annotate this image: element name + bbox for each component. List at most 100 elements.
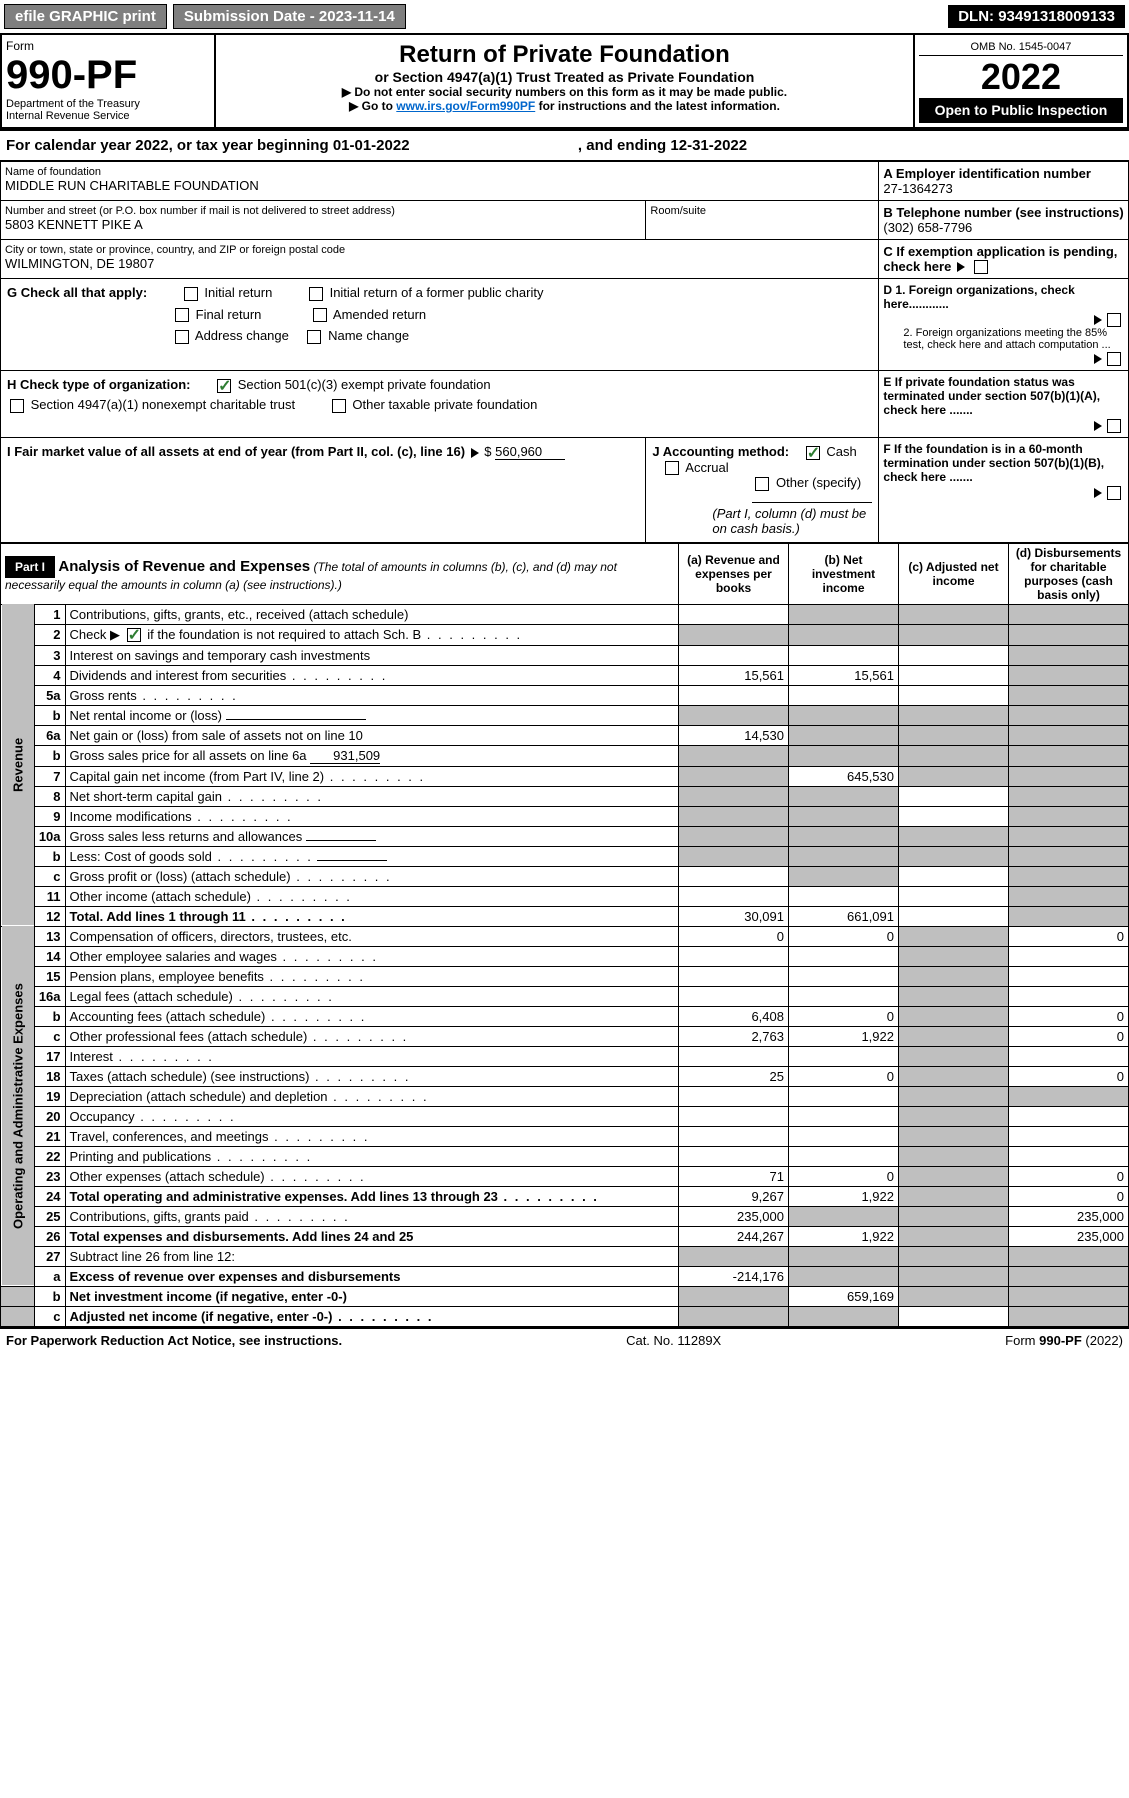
amt-d: 0	[1009, 926, 1129, 946]
row-desc: Less: Cost of goods sold	[65, 846, 678, 866]
amt-a: 15,561	[679, 665, 789, 685]
phone-label: B Telephone number (see instructions)	[883, 205, 1124, 220]
row-num: 3	[34, 645, 65, 665]
row-num: 6a	[34, 725, 65, 745]
d1-checkbox[interactable]	[1107, 313, 1121, 327]
amt-b: 0	[789, 1166, 899, 1186]
col-b-header: (b) Net investment income	[789, 543, 899, 604]
amt-a: 6,408	[679, 1006, 789, 1026]
g-amended: Amended return	[333, 307, 426, 322]
row-desc: Other professional fees (attach schedule…	[65, 1026, 678, 1046]
g-final-checkbox[interactable]	[175, 308, 189, 322]
j-label: J Accounting method:	[652, 444, 789, 459]
row-desc: Total operating and administrative expen…	[65, 1186, 678, 1206]
amt-a: 25	[679, 1066, 789, 1086]
g-addr-checkbox[interactable]	[175, 330, 189, 344]
row-num: b	[34, 1286, 65, 1306]
tax-year: 2022	[919, 56, 1123, 98]
col-d-header: (d) Disbursements for charitable purpose…	[1009, 543, 1129, 604]
amt-a: 14,530	[679, 725, 789, 745]
c-label: C If exemption application is pending, c…	[883, 244, 1117, 274]
g-initial-former: Initial return of a former public charit…	[330, 285, 544, 300]
g-amended-checkbox[interactable]	[313, 308, 327, 322]
amt-b: 645,530	[789, 766, 899, 786]
amt-b: 661,091	[789, 906, 899, 926]
row-num: 21	[34, 1126, 65, 1146]
city-label: City or town, state or province, country…	[5, 244, 874, 256]
row-desc: Check ▶ if the foundation is not require…	[65, 624, 678, 645]
d2-checkbox[interactable]	[1107, 352, 1121, 366]
row-desc: Contributions, gifts, grants paid	[65, 1206, 678, 1226]
row-desc: Contributions, gifts, grants, etc., rece…	[65, 604, 678, 624]
amt-d: 0	[1009, 1186, 1129, 1206]
row-desc: Excess of revenue over expenses and disb…	[65, 1266, 678, 1286]
g-name: Name change	[328, 328, 409, 343]
footer-right: Form 990-PF (2022)	[1005, 1333, 1123, 1348]
g-addr: Address change	[195, 328, 289, 343]
row-num: 17	[34, 1046, 65, 1066]
j-accrual-checkbox[interactable]	[665, 461, 679, 475]
row-desc: Capital gain net income (from Part IV, l…	[65, 766, 678, 786]
row-desc: Compensation of officers, directors, tru…	[65, 926, 678, 946]
row-desc: Income modifications	[65, 806, 678, 826]
row-desc: Other employee salaries and wages	[65, 946, 678, 966]
row-num: 23	[34, 1166, 65, 1186]
row-num: 25	[34, 1206, 65, 1226]
row-desc: Other expenses (attach schedule)	[65, 1166, 678, 1186]
j-cash-checkbox[interactable]	[806, 446, 820, 460]
row-num: 18	[34, 1066, 65, 1086]
row-desc: Gross profit or (loss) (attach schedule)	[65, 866, 678, 886]
h-501c3-checkbox[interactable]	[217, 379, 231, 393]
row-desc: Total expenses and disbursements. Add li…	[65, 1226, 678, 1246]
row-num: 27	[34, 1246, 65, 1266]
row-desc: Gross sales less returns and allowances	[65, 826, 678, 846]
yr-begin: 01-01-2022	[333, 137, 410, 154]
c-checkbox[interactable]	[974, 260, 988, 274]
city-value: WILMINGTON, DE 19807	[5, 256, 874, 271]
row-desc: Net investment income (if negative, ente…	[65, 1286, 678, 1306]
row-num: 1	[34, 604, 65, 624]
row-num: 8	[34, 786, 65, 806]
f-checkbox[interactable]	[1107, 486, 1121, 500]
row-num: 14	[34, 946, 65, 966]
row-desc: Legal fees (attach schedule)	[65, 986, 678, 1006]
g-initial-checkbox[interactable]	[184, 287, 198, 301]
phone-value: (302) 658-7796	[883, 220, 1124, 235]
yr-mid: , and ending	[578, 137, 671, 154]
g-initial-former-checkbox[interactable]	[309, 287, 323, 301]
footer-mid: Cat. No. 11289X	[626, 1333, 721, 1348]
amt-b: 0	[789, 1006, 899, 1026]
dept-treasury: Department of the Treasury	[6, 98, 210, 110]
instr-post: for instructions and the latest informat…	[535, 99, 780, 113]
h-other-checkbox[interactable]	[332, 399, 346, 413]
amt-a: 30,091	[679, 906, 789, 926]
row-desc: Net gain or (loss) from sale of assets n…	[65, 725, 678, 745]
amt-d: 0	[1009, 1006, 1129, 1026]
e-checkbox[interactable]	[1107, 419, 1121, 433]
row-desc: Travel, conferences, and meetings	[65, 1126, 678, 1146]
row-num: a	[34, 1266, 65, 1286]
form-subtitle: or Section 4947(a)(1) Trust Treated as P…	[222, 69, 907, 85]
g-name-checkbox[interactable]	[307, 330, 321, 344]
row-desc: Interest	[65, 1046, 678, 1066]
amt-d: 235,000	[1009, 1226, 1129, 1246]
amt-a: 0	[679, 926, 789, 946]
amt-b: 0	[789, 1066, 899, 1086]
amt-b: 1,922	[789, 1226, 899, 1246]
irs-link[interactable]: www.irs.gov/Form990PF	[396, 99, 535, 113]
row-num: 15	[34, 966, 65, 986]
yr-end: 12-31-2022	[670, 137, 747, 154]
h-4947-checkbox[interactable]	[10, 399, 24, 413]
efile-print-button[interactable]: efile GRAPHIC print	[4, 4, 167, 29]
j-other-checkbox[interactable]	[755, 477, 769, 491]
amt-b: 1,922	[789, 1186, 899, 1206]
dln-label: DLN: 93491318009133	[948, 5, 1125, 28]
amt-a: 9,267	[679, 1186, 789, 1206]
row-num: c	[34, 1306, 65, 1326]
h-501c3: Section 501(c)(3) exempt private foundat…	[238, 377, 491, 392]
amt-a: 2,763	[679, 1026, 789, 1046]
schb-checkbox[interactable]	[127, 628, 141, 642]
h-label: H Check type of organization:	[7, 377, 190, 392]
row-desc: Taxes (attach schedule) (see instruction…	[65, 1066, 678, 1086]
top-toolbar: efile GRAPHIC print Submission Date - 20…	[0, 0, 1129, 33]
